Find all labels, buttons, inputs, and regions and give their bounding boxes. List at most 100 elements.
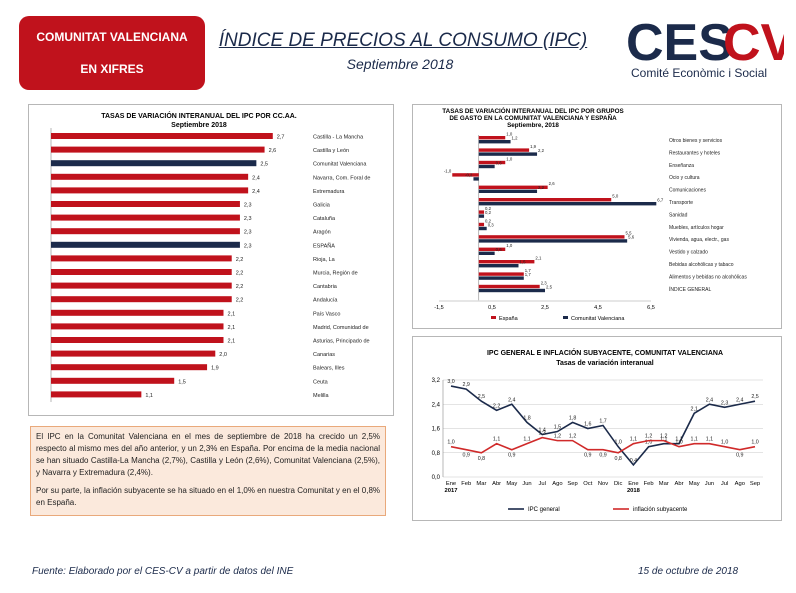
bar-espana bbox=[452, 173, 479, 177]
data-label: 1,3 bbox=[539, 431, 546, 437]
category-label: ÍNDICE GENERAL bbox=[669, 286, 711, 293]
bar-espana bbox=[478, 222, 485, 227]
data-label: 1,1 bbox=[493, 437, 500, 443]
data-label: 1,5 bbox=[554, 425, 561, 431]
bar-espana bbox=[478, 136, 506, 140]
bar-espana bbox=[478, 210, 485, 214]
category-label: Comunicaciones bbox=[669, 188, 706, 194]
data-label: 1,0 bbox=[751, 440, 758, 446]
category-label: Muebles, artículos hogar bbox=[669, 225, 724, 231]
data-label: 2,4 bbox=[508, 397, 515, 403]
bar-espana bbox=[478, 198, 612, 202]
data-label: 1,1 bbox=[691, 437, 698, 443]
category-label: Extremadura bbox=[313, 189, 345, 195]
data-label: 2,1 bbox=[228, 339, 236, 345]
data-label: 2,4 bbox=[252, 189, 260, 195]
data-label: 3,0 bbox=[447, 379, 454, 385]
bar-cv bbox=[478, 239, 628, 243]
data-label: 2,1 bbox=[691, 406, 698, 412]
data-label: 0,9 bbox=[599, 453, 606, 459]
data-label: 2,1 bbox=[228, 311, 236, 317]
category-label: Andalucía bbox=[313, 298, 338, 304]
chart-subtitle: Septiembre, 2018 bbox=[507, 122, 559, 129]
category-label: Sanidad bbox=[669, 212, 688, 218]
data-label: 1,8 bbox=[569, 415, 576, 421]
chart-title-line2: DE GASTO EN LA COMUNITAT VALENCIANA Y ES… bbox=[449, 113, 617, 122]
bar-cv bbox=[478, 264, 519, 268]
bar bbox=[51, 337, 224, 343]
x-tick-label: Ago bbox=[735, 481, 745, 487]
data-label: 2,9 bbox=[463, 382, 470, 388]
data-label: 2,2 bbox=[236, 284, 244, 290]
bar bbox=[51, 133, 273, 139]
bar bbox=[51, 391, 142, 398]
data-label: 1,0 bbox=[721, 440, 728, 446]
data-label: 1,0 bbox=[645, 440, 652, 446]
data-label: 1,7 bbox=[599, 418, 606, 424]
bar-cv bbox=[478, 288, 545, 293]
region-badge: COMUNITAT VALENCIANA EN XIFRES bbox=[19, 16, 205, 90]
data-label: 1,0 bbox=[506, 156, 513, 161]
data-label: 2,6 bbox=[549, 181, 556, 186]
data-label: 2,2 bbox=[236, 298, 244, 304]
badge-line1: COMUNITAT VALENCIANA bbox=[36, 30, 188, 44]
category-label: País Vasco bbox=[313, 311, 340, 317]
category-label: Ceuta bbox=[313, 379, 329, 385]
data-label: 2,3 bbox=[244, 243, 252, 249]
category-label: Madrid, Comunidad de bbox=[313, 325, 369, 331]
data-label: 0,6 bbox=[496, 247, 503, 252]
data-label: 2,4 bbox=[706, 397, 713, 403]
chart-subtitle: Septiembre 2018 bbox=[171, 122, 227, 129]
bar bbox=[51, 350, 216, 357]
data-label: 1,0 bbox=[615, 440, 622, 446]
bar-cv bbox=[478, 152, 538, 156]
legend-label: Comunitat Valenciana bbox=[571, 316, 625, 322]
bar-cv bbox=[478, 189, 538, 193]
category-label: Otros bienes y servicios bbox=[669, 138, 723, 144]
data-label: 1,1 bbox=[706, 437, 713, 443]
data-label: 2,2 bbox=[236, 257, 244, 263]
data-label: 0,9 bbox=[736, 453, 743, 459]
chart-ccaa: TASAS DE VARIACIÓN INTERANUAL DEL IPC PO… bbox=[50, 111, 370, 402]
x-tick-label: 6,5 bbox=[647, 305, 655, 311]
x-tick-label: Dic bbox=[614, 481, 622, 487]
data-label: 2,3 bbox=[721, 400, 728, 406]
data-label: 0,6 bbox=[496, 160, 503, 165]
data-label: 0,2 bbox=[485, 206, 492, 211]
data-label: 1,0 bbox=[506, 243, 513, 248]
bar bbox=[51, 173, 249, 180]
data-label: -1,0 bbox=[444, 169, 452, 174]
x-tick-label: Jul bbox=[538, 481, 545, 487]
series-line-ipc bbox=[450, 385, 756, 467]
data-label: 2,7 bbox=[277, 135, 285, 141]
category-label: Cataluña bbox=[313, 216, 336, 222]
data-label: 1,2 bbox=[512, 136, 519, 141]
category-label: Castilla - La Mancha bbox=[313, 135, 364, 141]
x-tick-label: Jun bbox=[705, 481, 714, 487]
bar bbox=[51, 187, 249, 194]
y-tick-label: 3,2 bbox=[432, 378, 441, 384]
data-label: 1,1 bbox=[145, 393, 153, 399]
year-label: 2017 bbox=[445, 488, 458, 494]
y-tick-label: 0,0 bbox=[432, 475, 441, 481]
category-label: Asturias, Principado de bbox=[313, 339, 370, 345]
data-label: 2,5 bbox=[260, 162, 268, 168]
data-label: 0,9 bbox=[463, 453, 470, 459]
bar-espana bbox=[478, 272, 524, 276]
chart-ccaa-panel: TASAS DE VARIACIÓN INTERANUAL DEL IPC PO… bbox=[28, 104, 394, 416]
y-tick-label: 2,4 bbox=[432, 402, 441, 408]
chart-groups: TASAS DE VARIACIÓN INTERANUAL DEL IPC PO… bbox=[434, 106, 747, 322]
badge-line2: EN XIFRES bbox=[80, 62, 144, 76]
logo-caption: Comité Econòmic i Social bbox=[631, 66, 768, 80]
data-label: 0,8 bbox=[615, 456, 622, 462]
data-label: 1,5 bbox=[520, 260, 527, 265]
data-label: 2,3 bbox=[541, 280, 548, 285]
category-label: Aragón bbox=[313, 230, 331, 236]
summary-paragraph-1: El IPC en la Comunitat Valenciana en el … bbox=[36, 432, 380, 477]
x-tick-label: -1,5 bbox=[434, 305, 443, 311]
summary-paragraph-2: Por su parte, la inflación subyacente se… bbox=[36, 486, 380, 507]
x-tick-label: Mar bbox=[476, 481, 486, 487]
bar bbox=[51, 241, 240, 248]
data-label: 2,2 bbox=[236, 271, 244, 277]
data-label: 2,5 bbox=[478, 394, 485, 400]
